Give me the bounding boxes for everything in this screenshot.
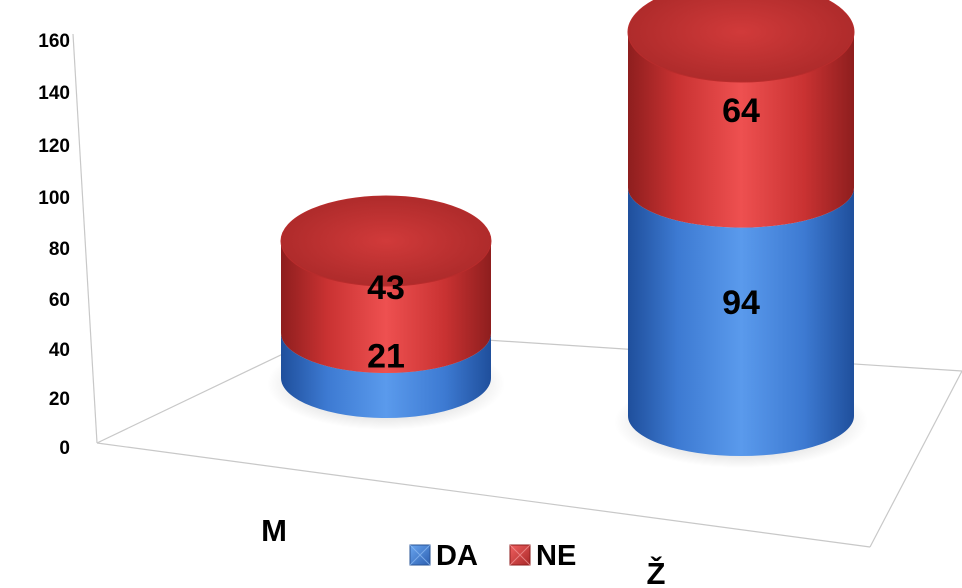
y-tick-label: 100	[38, 188, 70, 209]
data-labels: 21 43 94 64	[367, 92, 760, 376]
legend-swatch-ne-bevel	[509, 544, 531, 566]
legend-label-ne: NE	[536, 540, 576, 572]
x-category-label: Ž	[647, 555, 666, 588]
data-label-ne-2: 64	[722, 92, 760, 130]
bar-segment-da-2	[628, 187, 854, 456]
y-tick-label: 140	[38, 83, 70, 104]
legend-item-da: DA	[409, 540, 478, 572]
bar-segment-ne-2	[628, 32, 854, 228]
y-tick-label: 80	[49, 239, 70, 260]
y-tick-label: 60	[49, 290, 70, 311]
bars	[267, 0, 868, 468]
legend-label-da: DA	[436, 540, 478, 572]
data-label-da-1: 21	[367, 338, 405, 376]
data-label-ne-1: 43	[367, 269, 405, 307]
bar-segment-da-1	[281, 333, 491, 418]
y-tick-label: 160	[38, 31, 70, 52]
bar-segment-ne-1	[281, 241, 491, 374]
x-axis-categories: MŽ	[261, 513, 665, 588]
legend: DA NE	[409, 540, 576, 572]
y-axis-ticks: 0 20 40 60 80 100 120 140 160	[38, 31, 70, 459]
y-tick-label: 120	[38, 136, 70, 157]
x-category-label: M	[261, 513, 287, 548]
y-tick-label: 20	[49, 389, 70, 410]
y-tick-label: 40	[49, 340, 70, 361]
legend-item-ne: NE	[509, 540, 576, 572]
data-label-da-2: 94	[722, 284, 760, 322]
legend-swatch-da-bevel	[409, 544, 431, 566]
cylinder-top-cap	[627, 0, 855, 83]
cylinder-top-cap	[280, 195, 492, 287]
y-tick-label: 0	[59, 438, 70, 459]
